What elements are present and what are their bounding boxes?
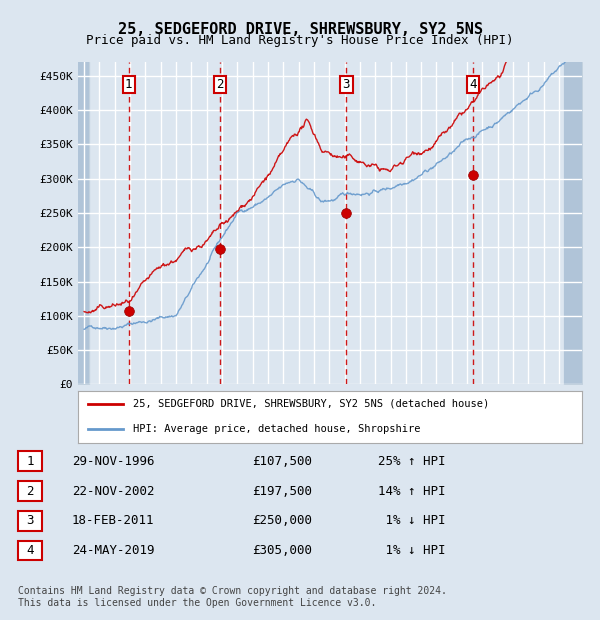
Text: 25, SEDGEFORD DRIVE, SHREWSBURY, SY2 5NS (detached house): 25, SEDGEFORD DRIVE, SHREWSBURY, SY2 5NS… <box>133 399 490 409</box>
Text: 1: 1 <box>26 455 34 467</box>
FancyBboxPatch shape <box>18 541 42 560</box>
FancyBboxPatch shape <box>18 481 42 501</box>
Text: Price paid vs. HM Land Registry's House Price Index (HPI): Price paid vs. HM Land Registry's House … <box>86 34 514 47</box>
Text: 2: 2 <box>217 78 224 91</box>
FancyBboxPatch shape <box>340 76 353 93</box>
Text: 1% ↓ HPI: 1% ↓ HPI <box>378 515 445 527</box>
Text: 18-FEB-2011: 18-FEB-2011 <box>72 515 155 527</box>
Text: 22-NOV-2002: 22-NOV-2002 <box>72 485 155 497</box>
Text: £250,000: £250,000 <box>252 515 312 527</box>
Text: 4: 4 <box>26 544 34 557</box>
Text: £107,500: £107,500 <box>252 455 312 467</box>
Text: Contains HM Land Registry data © Crown copyright and database right 2024.
This d: Contains HM Land Registry data © Crown c… <box>18 586 447 608</box>
FancyBboxPatch shape <box>467 76 479 93</box>
Text: 1: 1 <box>125 78 133 91</box>
FancyBboxPatch shape <box>18 451 42 471</box>
Text: HPI: Average price, detached house, Shropshire: HPI: Average price, detached house, Shro… <box>133 423 421 433</box>
FancyBboxPatch shape <box>122 76 135 93</box>
Text: 1% ↓ HPI: 1% ↓ HPI <box>378 544 445 557</box>
FancyBboxPatch shape <box>214 76 226 93</box>
Bar <box>76 62 89 384</box>
Text: 24-MAY-2019: 24-MAY-2019 <box>72 544 155 557</box>
FancyBboxPatch shape <box>18 511 42 531</box>
Text: 2: 2 <box>26 485 34 497</box>
Text: £197,500: £197,500 <box>252 485 312 497</box>
Bar <box>563 62 582 384</box>
Text: 3: 3 <box>26 515 34 527</box>
Text: 3: 3 <box>343 78 350 91</box>
Text: 29-NOV-1996: 29-NOV-1996 <box>72 455 155 467</box>
Text: 25% ↑ HPI: 25% ↑ HPI <box>378 455 445 467</box>
Text: 14% ↑ HPI: 14% ↑ HPI <box>378 485 445 497</box>
Text: 25, SEDGEFORD DRIVE, SHREWSBURY, SY2 5NS: 25, SEDGEFORD DRIVE, SHREWSBURY, SY2 5NS <box>118 22 482 37</box>
Text: 4: 4 <box>469 78 477 91</box>
Text: £305,000: £305,000 <box>252 544 312 557</box>
